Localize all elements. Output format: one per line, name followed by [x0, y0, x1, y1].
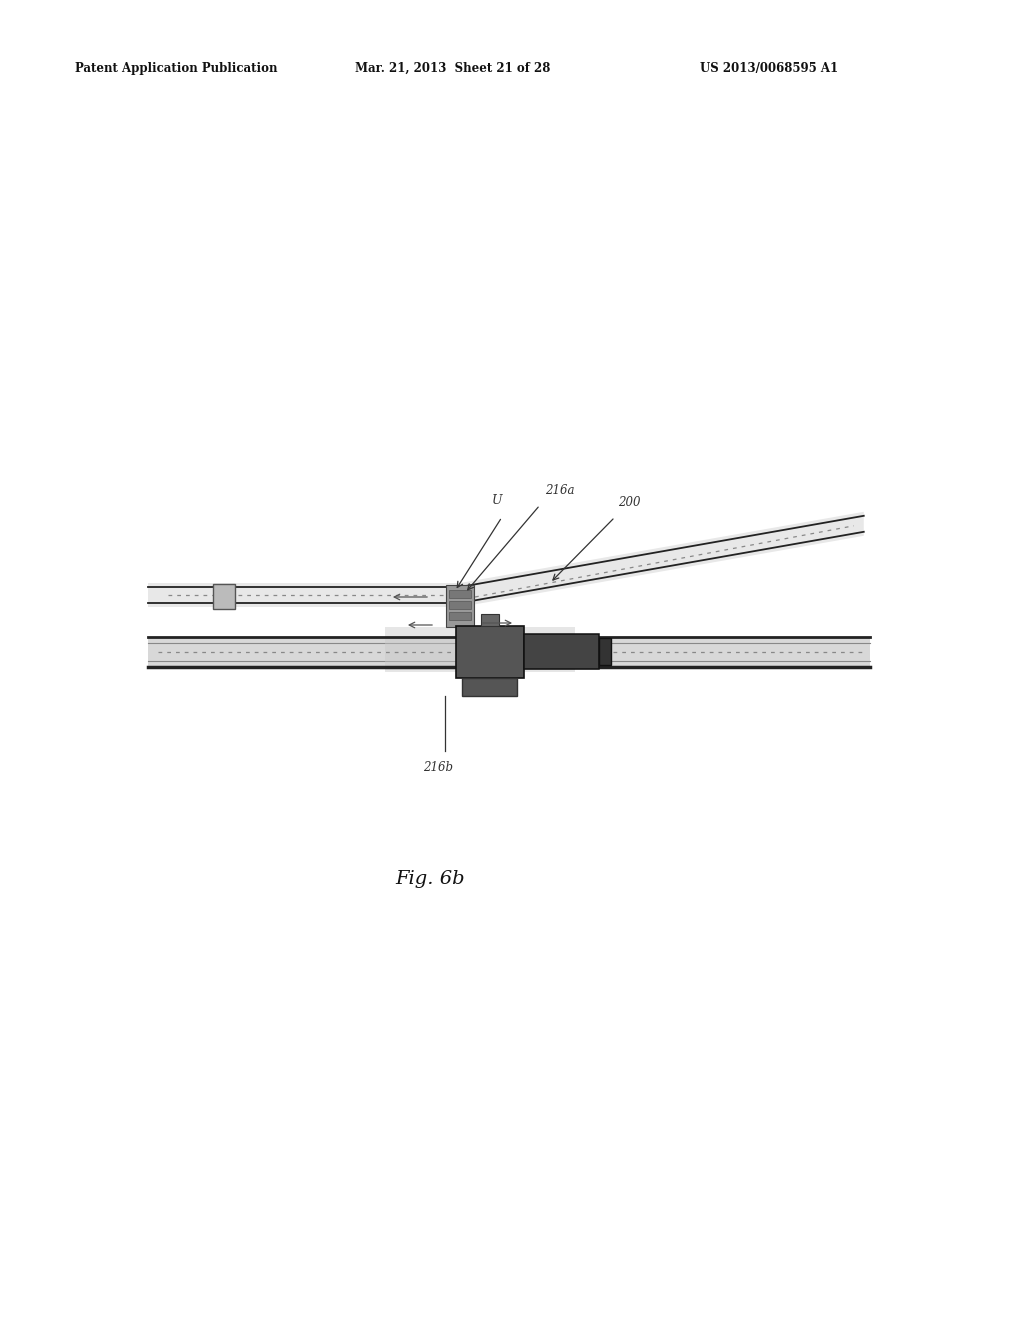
Bar	[449, 612, 471, 620]
Text: 216a: 216a	[545, 484, 574, 498]
Bar	[524, 634, 599, 669]
Text: 200: 200	[618, 496, 640, 510]
Text: Mar. 21, 2013  Sheet 21 of 28: Mar. 21, 2013 Sheet 21 of 28	[355, 62, 550, 75]
Bar	[446, 585, 474, 627]
Text: U: U	[492, 494, 503, 507]
Bar	[449, 590, 471, 598]
Text: Fig. 6b: Fig. 6b	[395, 870, 465, 888]
Bar	[213, 583, 234, 609]
Text: Patent Application Publication: Patent Application Publication	[75, 62, 278, 75]
Polygon shape	[460, 512, 864, 607]
Polygon shape	[148, 638, 870, 667]
Polygon shape	[148, 583, 465, 607]
Text: US 2013/0068595 A1: US 2013/0068595 A1	[700, 62, 838, 75]
Bar	[449, 601, 471, 609]
Bar	[385, 627, 575, 672]
Bar	[462, 678, 517, 696]
Text: 216b: 216b	[423, 762, 453, 774]
Bar	[456, 626, 524, 678]
Bar	[481, 614, 499, 626]
Bar	[599, 638, 611, 665]
